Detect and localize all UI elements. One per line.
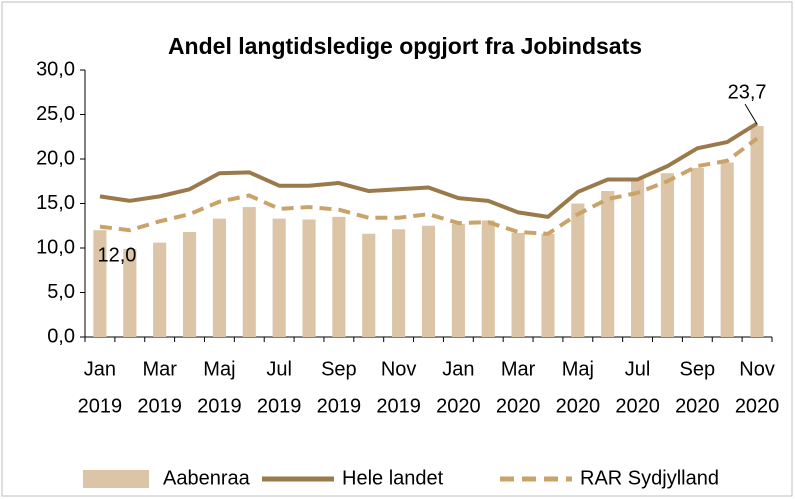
- bar: [660, 173, 675, 337]
- x-tick-label: 2019: [376, 395, 421, 417]
- x-tick-label: Mar: [142, 358, 177, 380]
- x-tick-label: Jan: [84, 358, 116, 380]
- bar: [392, 229, 406, 337]
- bar: [242, 207, 256, 337]
- bar: [272, 218, 286, 337]
- bar: [153, 242, 167, 337]
- x-tick-label: Sep: [321, 358, 357, 380]
- x-tick-label: 2020: [615, 395, 660, 417]
- x-tick-label: 2019: [78, 395, 123, 417]
- bar: [182, 231, 197, 337]
- bar: [690, 167, 704, 337]
- y-tick-label: 10,0: [36, 236, 75, 258]
- x-tick-label: Maj: [203, 358, 235, 380]
- bar: [332, 216, 346, 337]
- x-tick-label: 2019: [317, 395, 362, 417]
- x-tick-label: 2020: [556, 395, 601, 417]
- x-tick-label: 2020: [675, 395, 720, 417]
- x-tick-label: Mar: [501, 358, 536, 380]
- x-tick-label: 2019: [197, 395, 242, 417]
- x-tick-label: Maj: [562, 358, 594, 380]
- x-tick-label: Nov: [739, 358, 775, 380]
- line: [99, 121, 759, 219]
- bar: [451, 223, 465, 337]
- x-tick-label: Jul: [625, 358, 651, 380]
- bar: [93, 230, 107, 337]
- x-tick-label: 2020: [735, 395, 780, 417]
- bar: [511, 232, 525, 337]
- bar: [481, 220, 495, 337]
- x-tick-label: Nov: [381, 358, 417, 380]
- chart-title: Andel langtidsledige opgjort fra Jobinds…: [168, 33, 642, 59]
- bar: [302, 219, 316, 337]
- y-tick-label: 20,0: [36, 147, 75, 169]
- bar: [123, 248, 137, 337]
- bar: [750, 126, 764, 337]
- x-tick-label: Sep: [680, 358, 716, 380]
- bar: [571, 203, 585, 337]
- y-tick-label: 5,0: [47, 281, 75, 303]
- legend-label: Hele landet: [342, 467, 444, 489]
- x-tick-label: 2019: [137, 395, 182, 417]
- x-tick-label: Jan: [442, 358, 474, 380]
- x-tick-label: Jul: [266, 358, 292, 380]
- y-tick-label: 0,0: [47, 325, 75, 347]
- data-label: 12,0: [97, 244, 136, 266]
- bar: [212, 218, 226, 337]
- legend-label: RAR Sydjylland: [580, 467, 719, 489]
- bar: [720, 162, 734, 337]
- bar: [421, 225, 436, 337]
- x-tick-label: 2020: [436, 395, 481, 417]
- bar: [362, 233, 376, 337]
- y-tick-label: 15,0: [36, 192, 75, 214]
- line: [99, 136, 759, 236]
- bar: [631, 179, 645, 337]
- bar: [541, 233, 555, 337]
- legend-swatch: [83, 470, 149, 488]
- bar: [601, 191, 615, 337]
- x-tick-label: 2020: [496, 395, 541, 417]
- data-label: 23,7: [728, 81, 767, 103]
- y-tick-label: 30,0: [36, 58, 75, 80]
- y-tick-label: 25,0: [36, 103, 75, 125]
- legend-label: Aabenraa: [163, 467, 251, 489]
- label-leader: [744, 103, 758, 125]
- x-tick-label: 2019: [257, 395, 302, 417]
